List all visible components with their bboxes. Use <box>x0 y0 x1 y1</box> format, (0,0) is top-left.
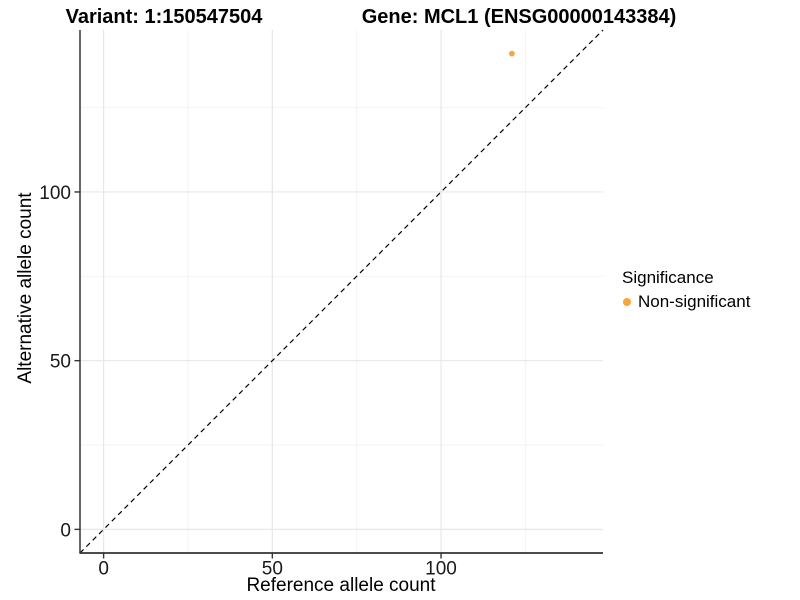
legend-item-label: Non-significant <box>638 292 751 311</box>
y-axis-title: Alternative allele count <box>15 192 36 384</box>
y-tick-label: 50 <box>50 352 71 373</box>
plot-title-variant: Variant: 1:150547504 <box>65 6 263 28</box>
legend-item-non-significant: Non-significant <box>622 290 750 314</box>
x-tick-label: 50 <box>262 559 283 580</box>
legend-key-dot-icon <box>623 298 631 306</box>
data-point <box>508 50 515 57</box>
x-tick-label: 100 <box>425 559 457 580</box>
x-axis-title: Reference allele count <box>246 575 436 596</box>
x-tick-label: 0 <box>98 559 109 580</box>
plot-title-gene: Gene: MCL1 (ENSG00000143384) <box>361 6 677 28</box>
legend: Significance Non-significant <box>622 266 750 314</box>
identity-dashed-line <box>79 29 604 554</box>
legend-title: Significance <box>622 268 714 287</box>
y-tick-label: 0 <box>60 520 71 541</box>
y-tick-label: 100 <box>39 183 71 204</box>
